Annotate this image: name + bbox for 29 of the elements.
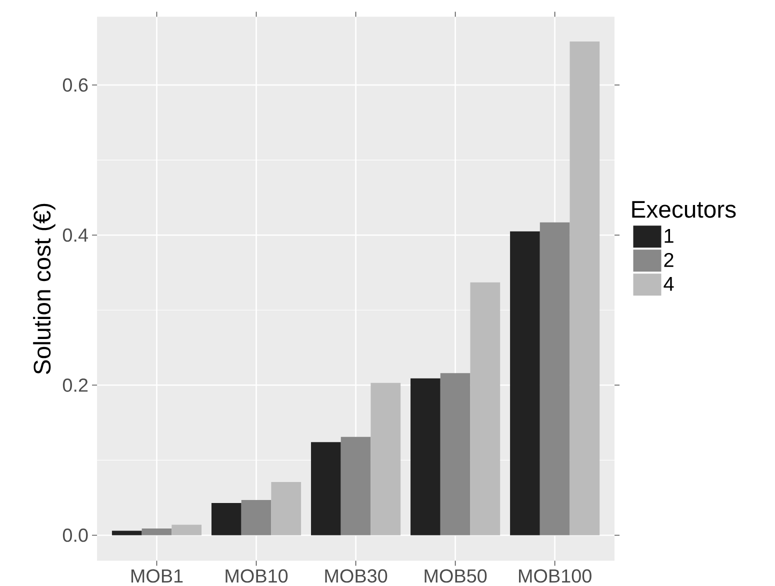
- y-axis-title: Solution cost (€): [33, 204, 56, 374]
- bar: [540, 222, 570, 536]
- bar: [112, 530, 142, 536]
- bar: [340, 436, 371, 536]
- y-tick-label: 0.2: [62, 378, 88, 392]
- x-tick-label: MOB30: [325, 569, 388, 583]
- bar: [311, 442, 341, 536]
- x-tick-label: MOB50: [424, 569, 487, 583]
- legend-label: 1: [664, 229, 674, 243]
- bar: [241, 500, 272, 536]
- x-tick-label: MOB10: [226, 569, 288, 583]
- legend-label: 4: [664, 277, 674, 291]
- y-tick-label: 0.4: [62, 228, 88, 242]
- y-tick-label: 0.0: [62, 528, 88, 542]
- x-tick-label: MOB100: [519, 569, 592, 583]
- y-tick-label: 0.6: [62, 78, 88, 92]
- bar: [410, 378, 440, 536]
- bar: [570, 41, 600, 536]
- bar: [271, 482, 302, 536]
- bar: [211, 502, 242, 536]
- bar: [370, 382, 401, 536]
- bar: [142, 528, 172, 536]
- bar: [172, 524, 202, 536]
- bar: [510, 231, 540, 536]
- legend-title: Executors: [632, 201, 736, 218]
- x-tick-label: MOB1: [131, 569, 183, 583]
- bar: [440, 373, 470, 536]
- legend-label: 2: [664, 252, 674, 267]
- bar: [470, 282, 500, 536]
